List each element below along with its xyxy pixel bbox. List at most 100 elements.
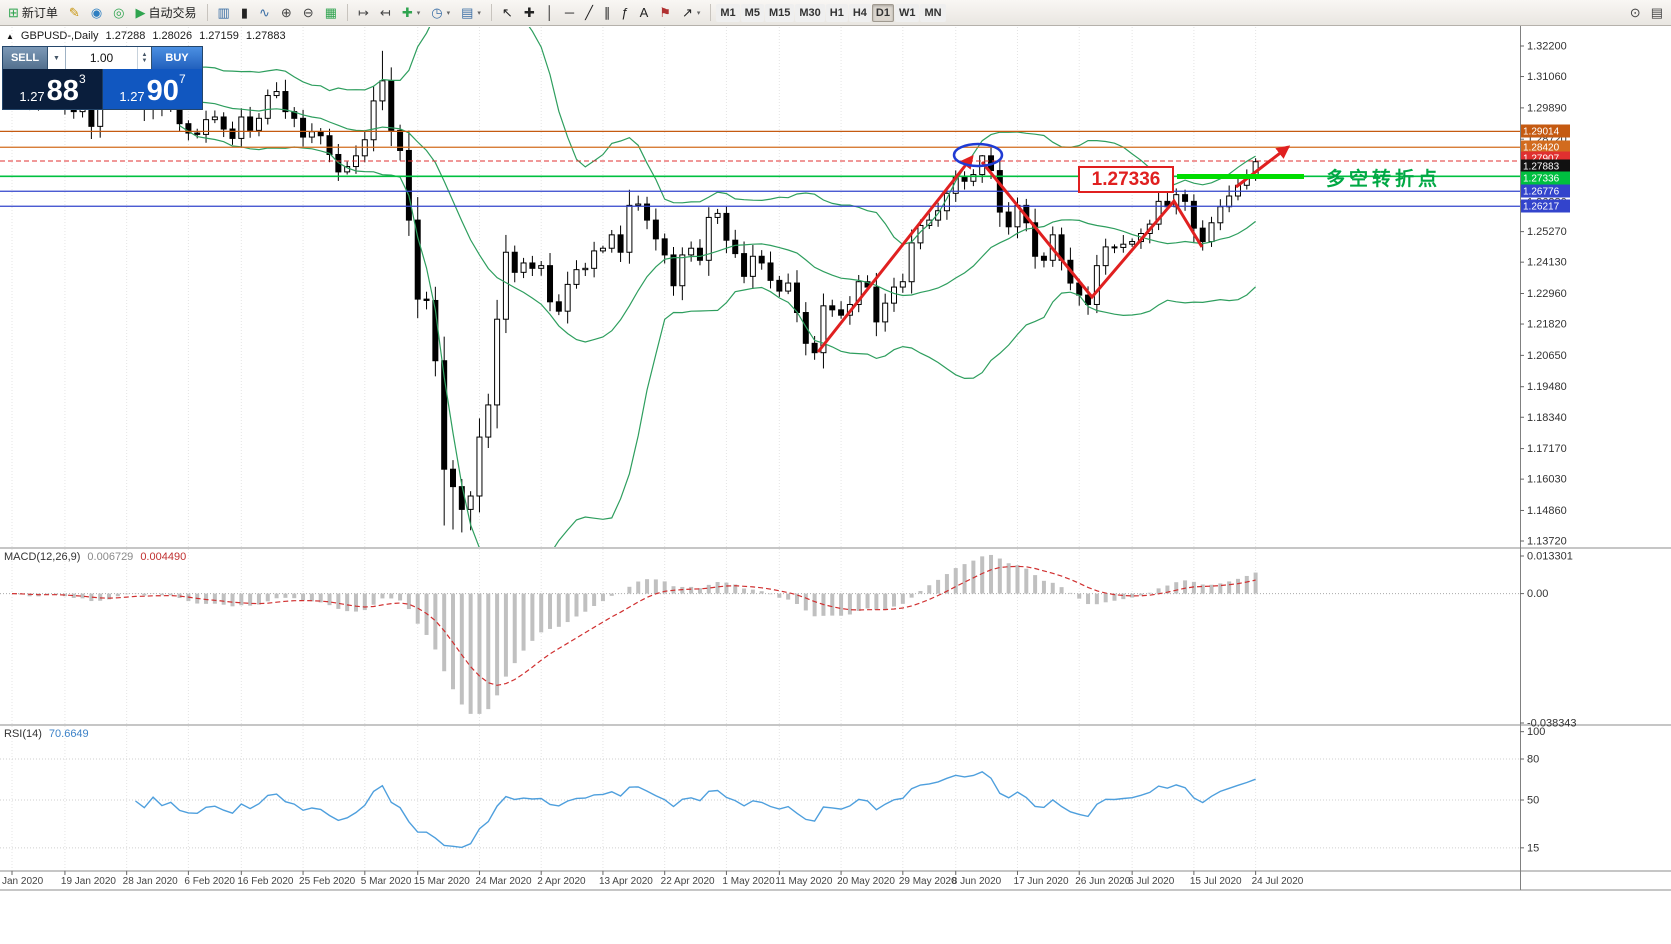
timeframe-d1-button[interactable]: D1 (871, 3, 894, 22)
timeframe-m15-button[interactable]: M15 (764, 3, 795, 22)
trend-arrow[interactable] (980, 161, 1204, 300)
axis-text: 1.26776 (1523, 187, 1560, 198)
news-button[interactable]: ◎ (108, 2, 129, 23)
timeframe-h1-button[interactable]: H1 (825, 3, 848, 22)
mql5-community-button[interactable]: ◉ (86, 2, 107, 23)
volume-field[interactable]: 1.00 ▲ ▼ (66, 47, 152, 69)
toolbar-separator (490, 4, 492, 21)
axis-text: 1.28420 (1523, 143, 1560, 154)
trendline-icon: ╱ (585, 5, 593, 20)
axis-text: 1.20650 (1527, 350, 1567, 362)
volume-value[interactable]: 1.00 (89, 51, 114, 65)
equidistant-channel-button[interactable]: ∥ (599, 2, 616, 23)
autotrading-play-icon: ▶ (135, 5, 146, 20)
arrow-flag-icon: ⚑ (659, 5, 671, 20)
axis-text: 1.16030 (1527, 474, 1567, 486)
new-order-button[interactable]: ⊞ 新订单 (3, 2, 63, 23)
turning-point-note[interactable]: 多空转折点 (1326, 169, 1442, 190)
axis-text: 1.32200 (1527, 41, 1567, 53)
axis-text: 1.24130 (1527, 257, 1567, 269)
zoom-out-icon: ⊖ (302, 5, 314, 20)
buy-price-box[interactable]: 1.27 90 7 (103, 69, 202, 109)
price-axis-label: 1.29014 (1521, 124, 1570, 138)
horizontal-line-button[interactable]: ─ (560, 2, 579, 23)
bollinger-band-line[interactable] (179, 125, 1257, 567)
templates-menu-icon: ▤ (461, 5, 474, 20)
timeframe-m5-button[interactable]: M5 (740, 3, 764, 22)
metaeditor-button[interactable]: ✎ (64, 2, 85, 23)
period-menu-dropdown-arrow: ▾ (446, 9, 451, 17)
line-chart-button[interactable]: ∿ (254, 2, 275, 23)
timeframe-m30-button[interactable]: M30 (795, 3, 825, 22)
chart-window-icon: ▲ (6, 31, 14, 41)
axis-text: 1.13720 (1527, 536, 1567, 548)
templates-menu-button[interactable]: ▤ ▾ (456, 2, 486, 23)
chart-shift-button[interactable]: ↤ (375, 2, 396, 23)
tile-windows-button[interactable]: ▦ (320, 2, 342, 23)
arrows-menu-icon: ↗ (681, 5, 693, 20)
period-menu-button[interactable]: ◷ ▾ (426, 2, 455, 23)
popup-prices-button[interactable]: ▤ (1646, 2, 1668, 23)
symbol-search-button[interactable]: ⊙ (1625, 2, 1646, 23)
buy-button[interactable]: BUY (152, 47, 202, 69)
trend-arrow[interactable] (1235, 145, 1291, 189)
arrows-menu-button[interactable]: ↗ ▾ (677, 2, 705, 23)
zoom-out-button[interactable]: ⊖ (298, 2, 319, 23)
volume-up-icon[interactable]: ▲ (141, 52, 148, 58)
axis-text: 1.17170 (1527, 443, 1567, 455)
axis-text: 1.29014 (1523, 127, 1560, 138)
autotrading-button[interactable]: ▶ 自动交易 (131, 2, 202, 23)
axis-text: 15 (1527, 842, 1539, 854)
bid-price-small: 1.27 (19, 89, 45, 104)
timeframe-mn-button[interactable]: MN (920, 3, 946, 22)
price-axis-label: 1.26776 (1521, 184, 1570, 198)
sell-price-box[interactable]: 1.27 88 3 (3, 69, 103, 109)
axis-text: 1.22960 (1527, 288, 1567, 300)
line-studies-toolbar-group: ↖ ✚ │ ─ ╱ ∥ ƒ A ⚑ ↗ ▾ (497, 2, 705, 23)
timeframe-h4-button[interactable]: H4 (848, 3, 871, 22)
axis-text: 22 Apr 2020 (661, 876, 715, 887)
fibonacci-button[interactable]: ƒ (616, 2, 633, 23)
timeframes-toolbar-group: M1 M5 M15 M30 H1 H4 D1 W1 MN (716, 3, 946, 22)
auto-scroll-button[interactable]: ↦ (353, 2, 374, 23)
volume-down-icon[interactable]: ▼ (141, 58, 148, 64)
text-label-button[interactable]: A (635, 2, 654, 23)
cursor-icon: ↖ (501, 5, 513, 20)
metaeditor-icon: ✎ (68, 5, 80, 20)
news-icon: ◎ (113, 5, 125, 20)
new-chart-icon: ✚ (401, 5, 413, 20)
key-level-segment[interactable] (1177, 174, 1304, 179)
vertical-line-button[interactable]: │ (541, 2, 559, 23)
line-chart-icon: ∿ (258, 5, 270, 20)
crosshair-button[interactable]: ✚ (519, 2, 540, 23)
bollinger-band-line[interactable] (179, 97, 1256, 343)
one-click-options-dropdown[interactable]: ▼ (48, 47, 66, 69)
sell-button[interactable]: SELL (3, 47, 48, 69)
timeframe-w1-button[interactable]: W1 (894, 3, 920, 22)
candlestick-chart-button[interactable]: ▮ (236, 2, 253, 23)
price-callout-box[interactable]: 1.27336 (1078, 166, 1174, 193)
highlight-ellipse[interactable] (952, 142, 1004, 168)
cursor-button[interactable]: ↖ (497, 2, 518, 23)
trend-arrow[interactable] (816, 154, 974, 353)
timeframe-m1-button[interactable]: M1 (716, 3, 740, 22)
zoom-in-button[interactable]: ⊕ (276, 2, 297, 23)
axis-text: 80 (1527, 753, 1539, 765)
bid-price-big: 88 (46, 75, 79, 108)
arrow-flag-button[interactable]: ⚑ (654, 2, 676, 23)
axis-text: 100 (1527, 726, 1545, 738)
volume-stepper[interactable]: ▲ ▼ (137, 47, 151, 69)
bar-chart-button[interactable]: ▥ (213, 2, 235, 23)
ohlc-close: 1.27883 (245, 30, 286, 42)
tools-toolbar-group: ↦ ↤ ✚ ▾ ◷ ▾ ▤ ▾ (353, 2, 486, 23)
candlestick-chart-icon: ▮ (240, 5, 248, 20)
bollinger-band-line[interactable] (179, 0, 1256, 246)
axis-text: 6 Jul 2020 (1128, 876, 1175, 887)
axis-text: 20 May 2020 (837, 876, 895, 887)
trendline-button[interactable]: ╱ (580, 2, 598, 23)
new-chart-button[interactable]: ✚ ▾ (397, 2, 425, 23)
text-label-icon: A (639, 5, 649, 20)
ask-price-big: 90 (146, 75, 179, 108)
ask-price-small: 1.27 (119, 89, 145, 104)
